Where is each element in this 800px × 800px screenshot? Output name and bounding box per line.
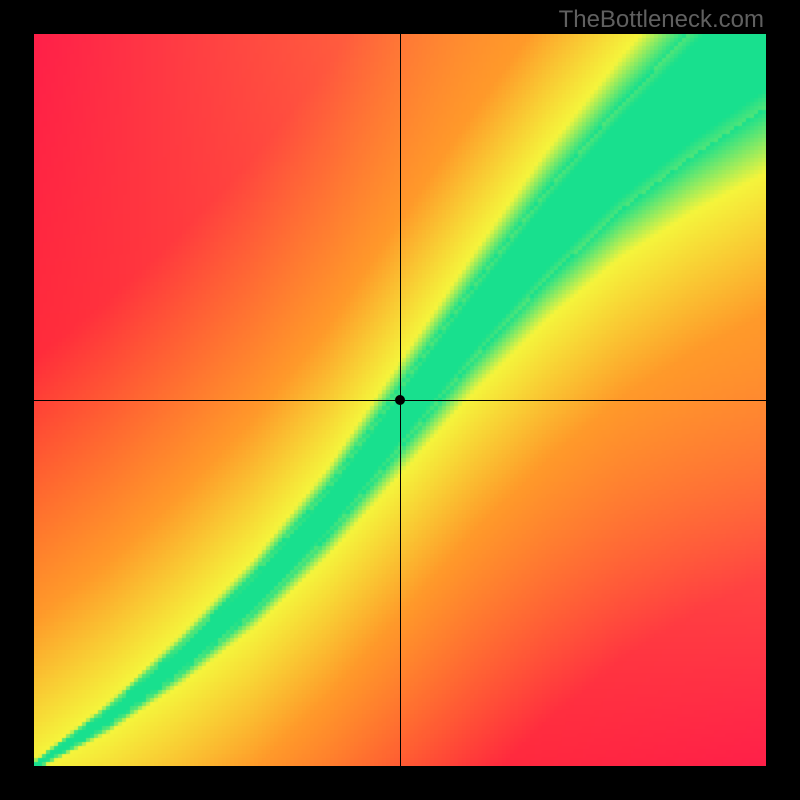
watermark-text: TheBottleneck.com: [559, 6, 764, 34]
heatmap-plot: [34, 34, 766, 766]
crosshair-dot: [395, 395, 405, 405]
